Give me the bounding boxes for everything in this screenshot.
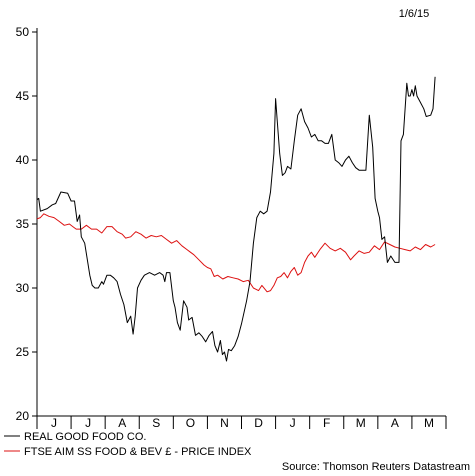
y-tick-label: 30	[16, 281, 30, 295]
x-tick-label: F	[323, 416, 330, 430]
y-tick-label: 50	[16, 25, 30, 39]
x-tick-label: N	[220, 416, 229, 430]
x-tick-label: J	[85, 416, 91, 430]
date-label: 1/6/15	[399, 8, 430, 20]
x-tick-label: J	[290, 416, 296, 430]
x-tick-label: J	[51, 416, 57, 430]
x-tick-label: A	[118, 416, 126, 430]
y-tick-label: 45	[16, 89, 30, 103]
y-tick-label: 35	[16, 217, 30, 231]
legend-label-2: FTSE AIM SS FOOD & BEV £ - PRICE INDEX	[24, 446, 252, 458]
y-tick-label: 40	[16, 153, 30, 167]
x-tick-label: A	[391, 416, 399, 430]
legend: REAL GOOD FOOD CO. FTSE AIM SS FOOD & BEV…	[4, 431, 252, 458]
y-axis: 20 25 30 35 40 45 50	[16, 25, 38, 423]
x-tick-label: M	[424, 416, 434, 430]
x-tick-label: M	[356, 416, 366, 430]
series-line-1	[36, 76, 436, 362]
x-tick-label: O	[186, 416, 195, 430]
source-note: Source: Thomson Reuters Datastream	[282, 461, 470, 473]
x-tick-label: S	[152, 416, 160, 430]
legend-label-1: REAL GOOD FOOD CO.	[24, 431, 146, 443]
x-tick-label: D	[254, 416, 263, 430]
y-tick-label: 20	[16, 409, 30, 423]
series-layer	[36, 76, 436, 362]
y-tick-label: 25	[16, 345, 30, 359]
series-line-2	[36, 213, 436, 293]
